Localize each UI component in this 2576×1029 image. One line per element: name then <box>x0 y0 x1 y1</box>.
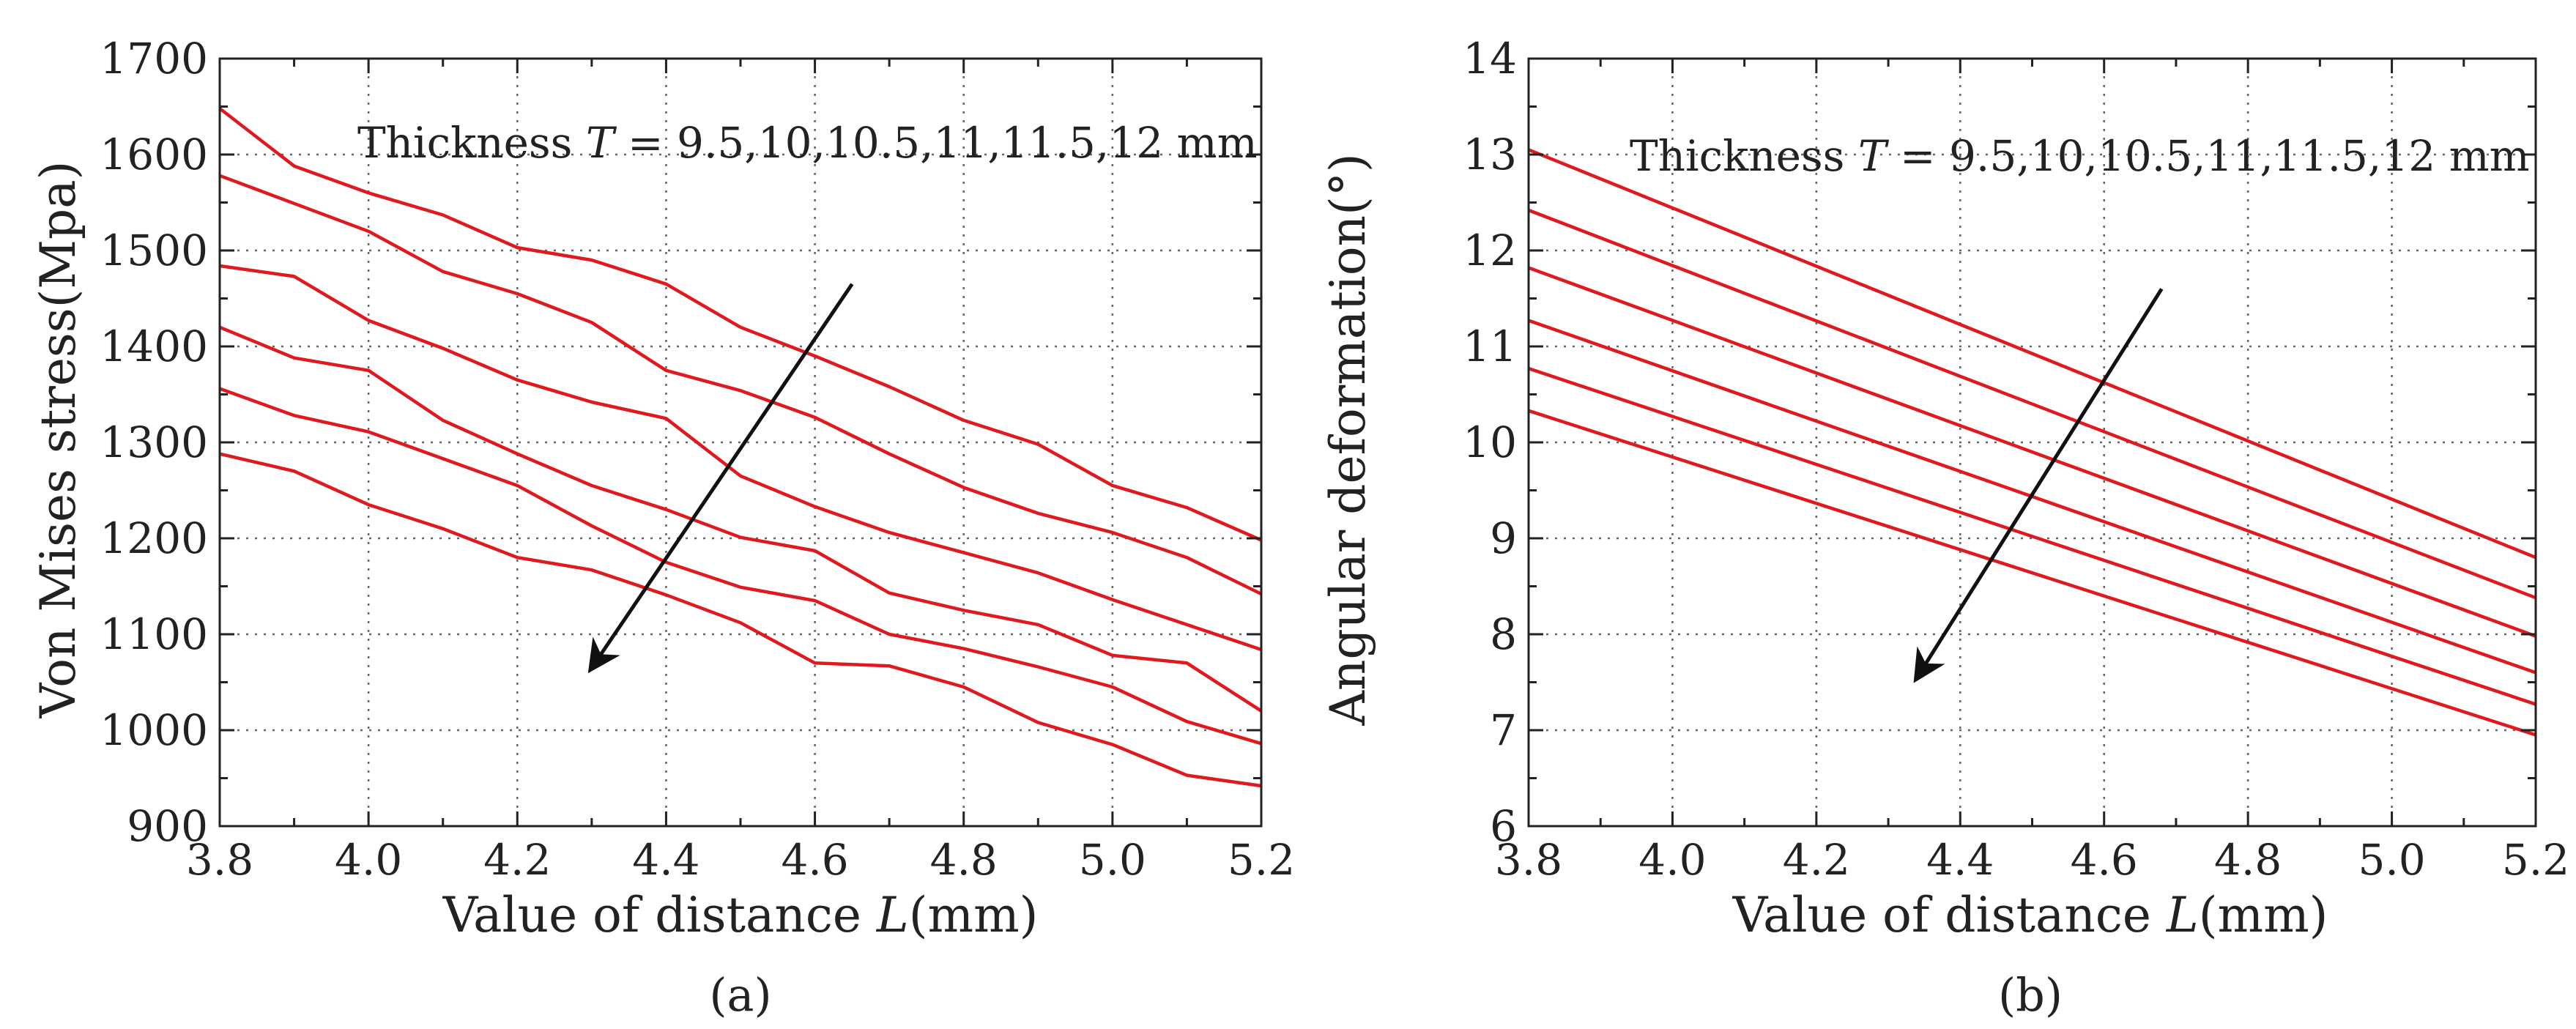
panel-a-series-line-1 <box>218 107 1262 542</box>
panel-b-angular-chart: 3.8 4.0 4.2 4.4 4.6 4.8 5.0 5.2 6 7 8 9 10 11 12 13 14 T… <box>1320 34 2569 1022</box>
panel-b-series-line-5 <box>1528 366 2536 706</box>
panel-b-series-line-1 <box>1528 148 2536 560</box>
panel-b-x-tick-label: 4.4 <box>1926 835 1994 885</box>
panel-a-y-tick-label: 1700 <box>100 34 208 83</box>
panel-a-x-axis-title: Value of distance L(mm) <box>442 887 1039 943</box>
panel-a-y-tick-label: 900 <box>127 801 208 851</box>
panel-a-series-layer <box>218 107 1263 788</box>
panel-b-series-line-2 <box>1528 208 2536 600</box>
panel-b-series-line-3 <box>1528 266 2536 638</box>
panel-b-thickness-annotation: Thickness T = 9.5,10,10.5,11,11.5,12 mm <box>1630 131 2530 181</box>
panel-a-y-tick-label: 1400 <box>100 322 208 371</box>
panel-b-y-tick-label: 10 <box>1463 417 1517 467</box>
panel-a-series-line-6 <box>219 452 1262 788</box>
panel-a-x-tick-label: 5.0 <box>1079 835 1146 885</box>
panel-a-series-line-3 <box>219 264 1262 652</box>
panel-a-stress-chart: 3.8 4.0 4.2 4.4 4.6 4.8 5.0 5.2 900 1000 1100 1200 1… <box>30 34 1295 1022</box>
panel-a-series-line-5 <box>219 387 1262 746</box>
panel-b-y-tick-label: 9 <box>1490 513 1517 563</box>
panel-a-y-tick-label: 1500 <box>100 226 208 275</box>
panel-a-thickness-annotation: Thickness T = 9.5,10,10.5,11,11.5,12 mm <box>357 118 1258 168</box>
panel-b-x-tick-label: 5.2 <box>2502 835 2569 885</box>
panel-a-y-axis-title: Von Mises stress(Mpa) <box>30 161 86 719</box>
panel-b-x-tick-label: 4.0 <box>1638 835 1706 885</box>
panel-b-x-tick-label: 4.8 <box>2214 835 2282 885</box>
panel-b-series-layer <box>1528 148 2536 737</box>
panel-b-x-axis-title: Value of distance L(mm) <box>1732 887 2328 943</box>
panel-b-y-axis-title: Angular deformation(°) <box>1320 153 1376 726</box>
panel-a-y-tick-label: 1600 <box>100 130 208 179</box>
panel-b-y-tick-label: 7 <box>1490 705 1517 755</box>
panel-b-y-tick-label: 14 <box>1463 34 1517 83</box>
panel-a-x-tick-label: 5.2 <box>1228 835 1295 885</box>
panel-b-y-tick-label: 6 <box>1490 801 1517 851</box>
panel-a-y-tick-label: 1000 <box>100 705 208 755</box>
panel-a-x-tick-label: 4.4 <box>632 835 699 885</box>
panel-a-y-tick-label: 1100 <box>100 609 208 659</box>
panel-b-grid <box>1529 59 2536 826</box>
panel-a-x-tick-label: 4.8 <box>930 835 998 885</box>
panel-a-y-tick-label: 1200 <box>100 513 208 563</box>
panel-b-y-tick-label: 11 <box>1463 322 1517 371</box>
panel-b-trend-arrow <box>1913 288 2164 683</box>
panel-a-ticks: 3.8 4.0 4.2 4.4 4.6 4.8 5.0 5.2 900 1000 1100 1200 1… <box>100 34 1295 885</box>
panel-b-caption: (b) <box>1998 968 2063 1022</box>
panel-b-y-tick-label: 8 <box>1490 609 1517 659</box>
panel-a-series-line-4 <box>219 325 1263 713</box>
panel-a-caption: (a) <box>709 968 771 1022</box>
panel-b-x-tick-label: 5.0 <box>2358 835 2425 885</box>
panel-b-y-tick-label: 13 <box>1463 130 1517 179</box>
panel-b-y-tick-label: 12 <box>1463 226 1517 275</box>
panel-b-x-tick-label: 4.6 <box>2071 835 2138 885</box>
panel-a-series-line-2 <box>219 174 1262 596</box>
panel-b-x-tick-label: 3.8 <box>1495 835 1562 885</box>
panel-a-x-tick-label: 4.2 <box>483 835 551 885</box>
panel-a-x-tick-label: 4.0 <box>335 835 402 885</box>
panel-a-x-tick-label: 4.6 <box>781 835 848 885</box>
panel-a-trend-arrow <box>587 283 854 674</box>
panel-a-grid <box>220 59 1261 826</box>
panel-a-y-tick-label: 1300 <box>100 417 208 467</box>
panel-b-x-tick-label: 4.2 <box>1783 835 1850 885</box>
panel-b-series-line-6 <box>1528 409 2536 737</box>
panel-a-x-tick-label: 3.8 <box>186 835 253 885</box>
panel-b-ticks: 3.8 4.0 4.2 4.4 4.6 4.8 5.0 5.2 6 7 8 9 10 11 12 13 14 <box>1463 34 2569 885</box>
